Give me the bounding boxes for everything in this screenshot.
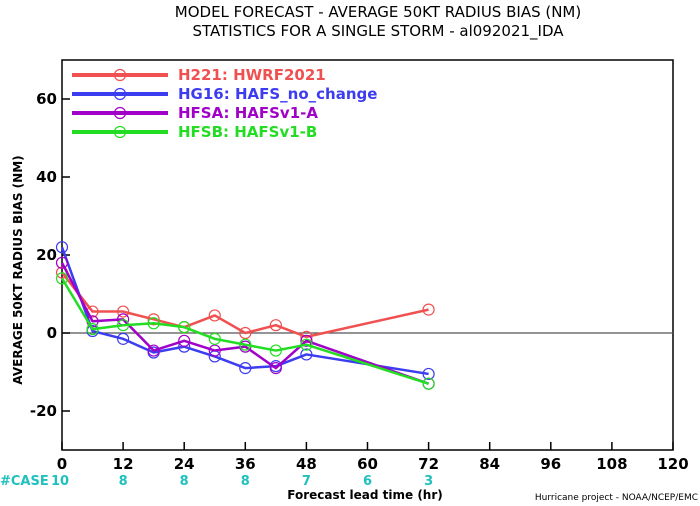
data-point — [116, 305, 130, 318]
y-tick-label: 40 — [36, 168, 57, 186]
case-count: 8 — [180, 474, 189, 489]
legend-entry-label: HFSB: HAFSv1-B — [178, 123, 317, 141]
data-point — [239, 338, 252, 351]
x-axis: 0 12 24 36 48 60 72 84 96 108 120 — [57, 442, 689, 473]
data-point — [269, 319, 282, 332]
x-tick-label: 60 — [357, 455, 378, 473]
x-tick-label: 36 — [235, 455, 256, 473]
data-point — [116, 332, 130, 345]
data-point — [55, 272, 69, 285]
data-point — [178, 334, 191, 347]
case-count: 6 — [363, 474, 372, 489]
chart-title: MODEL FORECAST - AVERAGE 50KT RADIUS BIA… — [175, 3, 581, 21]
legend-swatch-marker — [113, 106, 127, 120]
data-point — [55, 256, 69, 269]
series-group — [55, 266, 435, 343]
y-tick-label: 60 — [36, 90, 57, 108]
y-axis-label: AVERAGE 50KT RADIUS BIAS (NM) — [11, 155, 25, 384]
credit-label: Hurricane project - NOAA/NCEP/EMC — [535, 493, 698, 503]
case-count: 7 — [302, 474, 311, 489]
y-tick-label: -20 — [30, 402, 57, 420]
data-point — [147, 313, 160, 326]
data-point — [147, 344, 160, 357]
chart-subtitle: STATISTICS FOR A SINGLE STORM - al092021… — [192, 22, 564, 41]
y-tick-label: 0 — [47, 324, 57, 342]
series-line — [61, 271, 429, 339]
case-count: 8 — [119, 474, 128, 489]
legend-entry-label: HFSA: HAFSv1-A — [178, 104, 318, 122]
series-group — [55, 272, 435, 390]
x-tick-label: 120 — [657, 455, 688, 473]
series-line — [60, 277, 429, 385]
data-point — [239, 362, 252, 375]
case-row: #CASE 10 8 8 8 7 6 3 — [0, 474, 433, 489]
x-tick-label: 12 — [113, 455, 134, 473]
data-point — [208, 344, 221, 357]
data-point — [269, 362, 282, 375]
series-line — [60, 246, 429, 376]
y-tick-label: 20 — [36, 246, 57, 264]
x-tick-label: 84 — [479, 455, 500, 473]
case-count: 3 — [424, 474, 433, 489]
legend-swatch-marker — [113, 68, 127, 82]
data-point — [86, 323, 99, 336]
x-tick-label: 0 — [57, 455, 67, 473]
data-point — [300, 338, 313, 351]
data-point — [422, 367, 435, 381]
series-line — [60, 262, 430, 385]
legend-swatch-marker — [113, 125, 127, 139]
data-point — [178, 321, 191, 334]
case-count: 8 — [241, 474, 250, 489]
x-tick-label: 24 — [174, 455, 195, 473]
data-point — [239, 326, 252, 340]
case-label: #CASE — [0, 474, 49, 489]
data-point — [208, 309, 221, 322]
plot-area — [61, 59, 674, 451]
y-axis: -20 0 20 40 60 — [30, 90, 70, 420]
legend-entry-label: HG16: HAFS_no_change — [178, 85, 377, 103]
x-tick-label: 108 — [596, 455, 627, 473]
x-axis-label: Forecast lead time (hr) — [287, 488, 443, 502]
legend-swatch-marker — [113, 87, 127, 101]
series-layer — [55, 241, 435, 390]
legend-entry-label: H221: HWRF2021 — [178, 66, 326, 84]
data-point — [147, 317, 160, 330]
series-group — [55, 256, 435, 390]
x-tick-label: 72 — [418, 455, 439, 473]
x-tick-label: 96 — [540, 455, 561, 473]
data-point — [55, 241, 69, 254]
data-point — [208, 332, 221, 345]
data-point — [116, 319, 130, 332]
x-tick-label: 48 — [296, 455, 317, 473]
case-count: 10 — [51, 474, 69, 489]
data-point — [422, 303, 435, 316]
data-point — [422, 377, 435, 390]
data-point — [300, 348, 313, 361]
data-point — [269, 344, 282, 357]
data-point — [300, 334, 313, 347]
